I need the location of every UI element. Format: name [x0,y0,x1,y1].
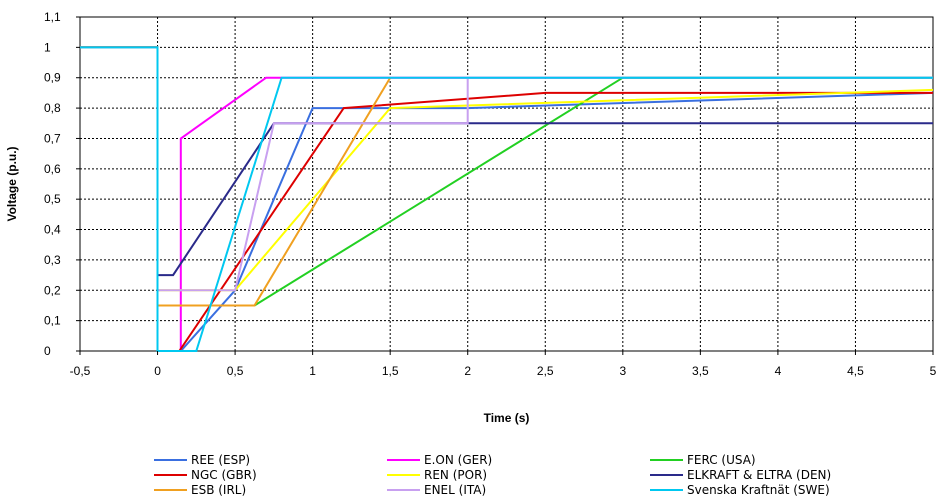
legend-entry: FERC (USA) [650,453,756,467]
legend-entry: ESB (IRL) [154,483,246,497]
legend-label: Svenska Kraftnät (SWE) [687,483,830,497]
x-tick-label: 2 [464,364,471,378]
x-tick-label: 4 [775,364,782,378]
y-tick-label: 0,4 [44,223,61,237]
y-tick-label: 0,8 [44,101,61,115]
x-tick-label: 4,5 [847,364,864,378]
x-tick-label: 5 [930,364,937,378]
legend-entry: ELKRAFT & ELTRA (DEN) [650,468,831,482]
legend-entry: REE (ESP) [154,453,250,467]
y-tick-label: 0,9 [44,71,61,85]
x-tick-label: 0 [154,364,161,378]
x-tick-label: 3 [619,364,626,378]
legend-label: ESB (IRL) [191,483,246,497]
y-tick-label: 0,2 [44,283,61,297]
series-lines [80,46,934,352]
y-tick-label: 0,1 [44,314,61,328]
y-tick-label: 1 [44,40,51,54]
legend: REE (ESP)NGC (GBR)ESB (IRL) E.ON (GER)REN… [154,453,831,497]
legend-label: ELKRAFT & ELTRA (DEN) [687,468,831,482]
x-axis-label: Time (s) [484,411,530,425]
legend-label: REN (POR) [424,468,487,482]
plot-area [79,16,934,352]
y-axis-ticks: 0 0,1 0,2 0,3 0,4 0,5 0,6 0,7 0,8 0,9 1 1,1 [44,10,80,358]
legend-entry: NGC (GBR) [154,468,257,482]
y-tick-label: 0,3 [44,253,61,267]
legend-entry: ENEL (ITA) [387,483,486,497]
legend-entry: E.ON (GER) [387,453,492,467]
x-tick-label: 0,5 [227,364,244,378]
y-axis-label: Voltage (p.u.) [5,146,19,221]
legend-label: REE (ESP) [191,453,250,467]
legend-entry: Svenska Kraftnät (SWE) [650,483,830,497]
y-tick-label: 0 [44,344,51,358]
legend-label: E.ON (GER) [424,453,492,467]
x-tick-label: 1,5 [382,364,399,378]
series-line-svenska-kraftn-t-swe [80,46,933,352]
y-tick-label: 0,7 [44,131,61,145]
legend-label: NGC (GBR) [191,468,257,482]
y-tick-label: 1,1 [44,10,61,24]
legend-label: FERC (USA) [687,453,756,467]
y-tick-label: 0,5 [44,192,61,206]
x-tick-label: 3,5 [692,364,709,378]
x-axis-ticks: -0,5 0 0,5 1 1,5 2 2,5 3 3,5 4 4,5 5 [70,351,937,378]
y-tick-label: 0,6 [44,162,61,176]
legend-label: ENEL (ITA) [424,483,486,497]
x-tick-label: 2,5 [537,364,554,378]
x-tick-label: -0,5 [70,364,91,378]
legend-entry: REN (POR) [387,468,487,482]
x-tick-label: 1 [309,364,316,378]
